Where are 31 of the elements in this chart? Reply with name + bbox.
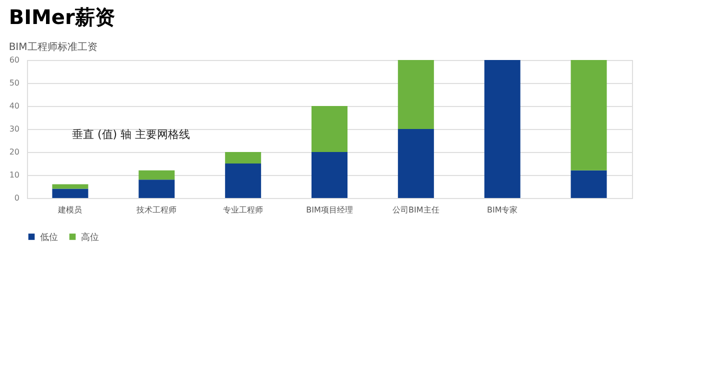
bar [225, 164, 262, 198]
x-tick-label: 专业工程师 [223, 206, 264, 214]
bar [138, 180, 175, 198]
chart-subtitle: BIM工程师标准工资 [8, 41, 98, 53]
bar [312, 106, 348, 152]
bar [484, 60, 520, 198]
x-tick-label: 公司BIM主任 [392, 206, 440, 214]
bar [398, 60, 434, 129]
y-tick-label: 0 [14, 194, 20, 202]
y-tick-label: 20 [9, 148, 20, 156]
bar [52, 188, 88, 198]
bar [138, 170, 175, 180]
bar [52, 184, 88, 189]
y-tick-label: 50 [9, 78, 20, 88]
bar [570, 60, 607, 170]
bar [570, 170, 607, 198]
x-tick-label: BIM专家 [486, 206, 518, 214]
legend-label: 低位 [40, 232, 58, 243]
y-tick-label: 10 [9, 170, 20, 180]
x-tick-label: BIM项目经理 [306, 206, 353, 214]
bar [398, 129, 434, 198]
bar [312, 152, 348, 198]
x-tick-label: 技术工程师 [136, 206, 177, 214]
annotation: 垂直 (值) 轴 主要网格线 [72, 128, 190, 141]
x-tick-label: 建模员 [57, 206, 82, 214]
y-tick-label: 40 [9, 102, 20, 110]
y-tick-label: 60 [9, 56, 20, 64]
y-tick-label: 30 [9, 124, 20, 134]
chart-title: BIMer薪资 [8, 5, 115, 29]
bar [225, 152, 262, 164]
legend-label: 高位 [81, 232, 99, 243]
